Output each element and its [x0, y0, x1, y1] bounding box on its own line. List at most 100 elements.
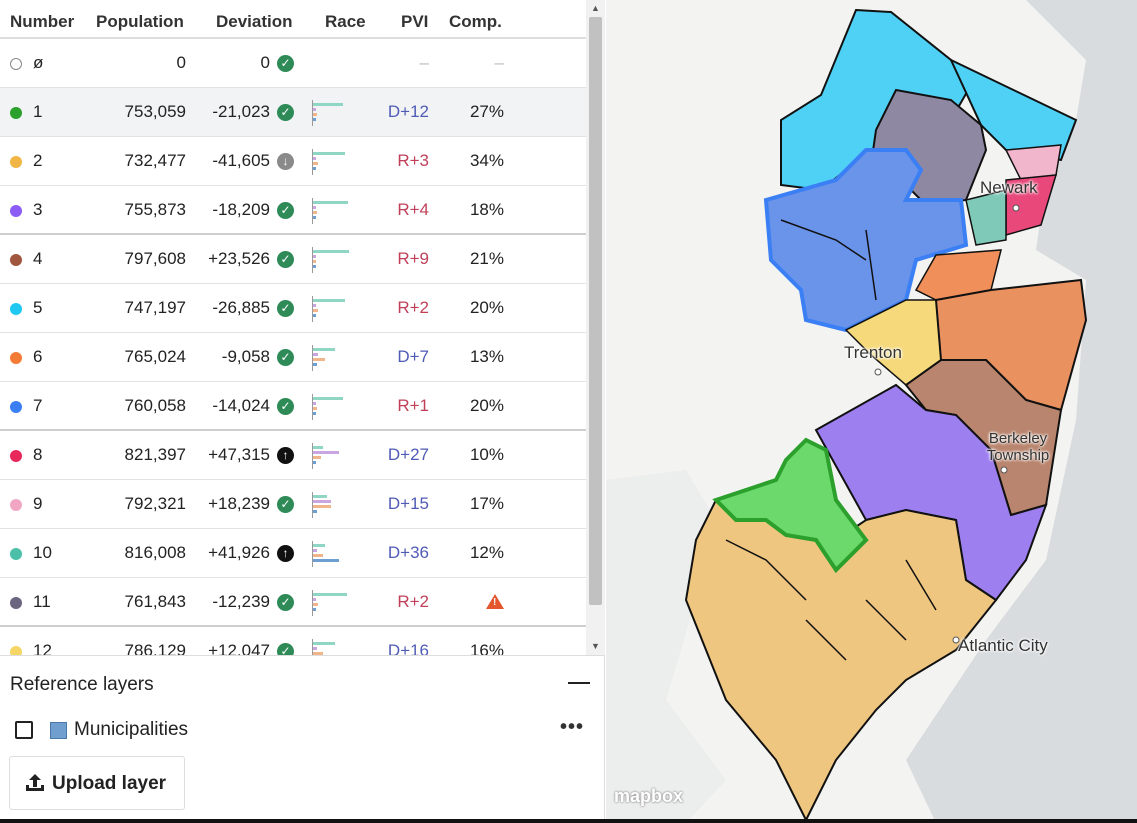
- race-bar: [313, 603, 318, 606]
- table-row[interactable]: 12 786,129 +12,047 ✓ D+16 16%: [0, 627, 586, 655]
- district-population: 786,129: [124, 641, 186, 655]
- race-bar: [313, 451, 339, 454]
- district-population: 753,059: [124, 102, 186, 121]
- race-bar: [313, 456, 321, 459]
- district-color-dot: [10, 548, 22, 560]
- district-deviation: -18,209: [212, 200, 270, 219]
- district-pvi: D+36: [387, 543, 429, 562]
- table-row-unassigned[interactable]: ø 0 0 ✓ – –: [0, 39, 586, 88]
- race-bar: [313, 167, 316, 170]
- race-bar: [313, 348, 335, 351]
- district-comp: –: [494, 53, 504, 72]
- race-bar: [313, 108, 316, 111]
- district-pvi: R+3: [397, 151, 429, 170]
- district-pvi: D+7: [397, 347, 429, 366]
- table-row[interactable]: 6 765,024 -9,058 ✓ D+7 13%: [0, 333, 586, 382]
- table-row[interactable]: 8 821,397 +47,315 ↑ D+27 10%: [0, 431, 586, 480]
- district-pvi: D+15: [387, 494, 429, 513]
- ellipsis-icon[interactable]: •••: [560, 716, 585, 738]
- race-bar: [313, 255, 316, 258]
- check-circle-icon: ✓: [277, 202, 294, 219]
- race-bar: [313, 314, 316, 317]
- race-bar: [313, 299, 345, 302]
- race-bar: [313, 461, 316, 464]
- race-bar: [313, 446, 323, 449]
- district-comp: 16%: [469, 641, 504, 655]
- mapbox-logo[interactable]: mapbox: [614, 786, 684, 806]
- table-row[interactable]: 9 792,321 +18,239 ✓ D+15 17%: [0, 480, 586, 529]
- district-pvi: –: [419, 53, 429, 72]
- race-bar: [313, 216, 316, 219]
- district-color-dot: [10, 646, 22, 655]
- district-number: 11: [33, 592, 51, 611]
- district-comp: 20%: [469, 298, 504, 317]
- race-chart: [312, 345, 354, 371]
- race-bar: [313, 647, 317, 650]
- race-bar: [313, 250, 349, 253]
- district-pvi: R+2: [397, 298, 429, 317]
- table-row[interactable]: 2 732,477 -41,605 ↓ R+3 34%: [0, 137, 586, 186]
- check-circle-icon: ✓: [277, 594, 294, 611]
- table-row[interactable]: 11 761,843 -12,239 ✓ R+2!: [0, 578, 586, 627]
- check-circle-icon: ✓: [277, 251, 294, 268]
- district-population: 816,008: [124, 543, 186, 562]
- district-deviation: -9,058: [221, 347, 270, 366]
- district-deviation: -21,023: [212, 102, 270, 121]
- check-circle-icon: ✓: [277, 496, 294, 513]
- col-population-header[interactable]: Population: [96, 12, 184, 31]
- district-pvi: D+27: [387, 445, 429, 464]
- table-row[interactable]: 7 760,058 -14,024 ✓ R+1 20%: [0, 382, 586, 431]
- table-row[interactable]: 3 755,873 -18,209 ✓ R+4 18%: [0, 186, 586, 235]
- district-deviation: +41,926: [208, 543, 270, 562]
- map-canvas[interactable]: [606, 0, 1137, 823]
- col-number-header[interactable]: Number: [10, 12, 75, 31]
- district-population: 0: [176, 53, 186, 72]
- district-deviation: +23,526: [208, 249, 270, 268]
- table-row[interactable]: 10 816,008 +41,926 ↑ D+36 12%: [0, 529, 586, 578]
- arrow-down-circle-icon: ↓: [277, 153, 294, 170]
- table-row[interactable]: 5 747,197 -26,885 ✓ R+2 20%: [0, 284, 586, 333]
- race-bar: [313, 309, 318, 312]
- district-population: 732,477: [124, 151, 186, 170]
- race-bar: [313, 510, 317, 513]
- district-population: 797,608: [124, 249, 186, 268]
- race-bar: [313, 363, 317, 366]
- race-chart: [312, 247, 354, 273]
- table-row[interactable]: 1 753,059 -21,023 ✓ D+12 27%: [0, 88, 586, 137]
- table-row[interactable]: 4 797,608 +23,526 ✓ R+9 21%: [0, 235, 586, 284]
- municipalities-checkbox[interactable]: [15, 721, 33, 739]
- check-circle-icon: ✓: [277, 300, 294, 317]
- col-race-header[interactable]: Race: [325, 12, 366, 31]
- district-1-shape: [712, 437, 869, 574]
- col-pvi-header[interactable]: PVI: [401, 12, 429, 31]
- district-10-shape: [965, 189, 1007, 246]
- race-bar: [313, 505, 331, 508]
- district-map[interactable]: Newark Trenton Berkeley Township Atlanti…: [606, 0, 1137, 823]
- district-table: Number Population Deviation Race PVI Com…: [0, 0, 586, 655]
- race-bar: [313, 554, 323, 557]
- district-color-dot: [10, 597, 22, 609]
- left-panel: Number Population Deviation Race PVI Com…: [0, 0, 605, 823]
- unassigned-dot: [10, 58, 22, 70]
- district-number: 1: [33, 102, 43, 121]
- upload-layer-button[interactable]: Upload layer: [9, 756, 185, 810]
- col-deviation-header[interactable]: Deviation: [216, 12, 293, 31]
- scroll-thumb[interactable]: [589, 17, 602, 605]
- district-deviation: -26,885: [212, 298, 270, 317]
- check-circle-icon: ✓: [277, 55, 294, 72]
- district-number: 5: [33, 298, 43, 317]
- table-scrollbar[interactable]: ▲ ▼: [586, 0, 605, 655]
- race-chart: [312, 541, 354, 567]
- scroll-down-icon[interactable]: ▼: [591, 641, 600, 651]
- minus-icon[interactable]: [568, 682, 590, 684]
- col-comp-header[interactable]: Comp.: [449, 12, 502, 31]
- upload-icon: [26, 774, 44, 791]
- district-color-dot: [10, 205, 22, 217]
- race-bar: [313, 412, 316, 415]
- race-bar: [313, 304, 316, 307]
- scroll-up-icon[interactable]: ▲: [591, 3, 600, 13]
- district-comp: 34%: [469, 151, 504, 170]
- district-comp: 21%: [469, 249, 504, 268]
- district-color-dot: [10, 303, 22, 315]
